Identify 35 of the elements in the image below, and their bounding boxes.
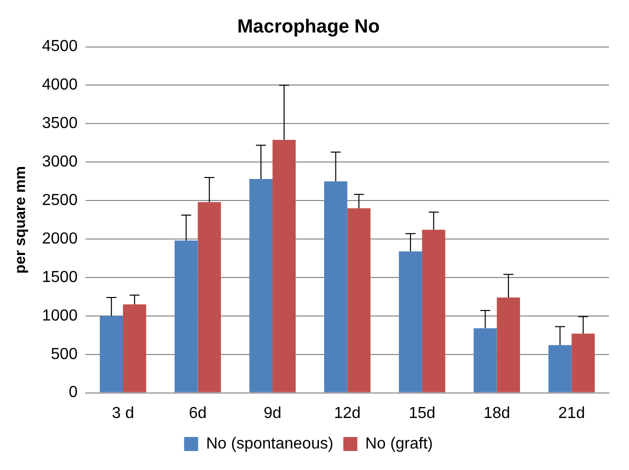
x-tick-label: 18d [483, 404, 510, 422]
x-tick-label: 12d [334, 404, 361, 422]
y-tick-label: 3500 [42, 115, 78, 132]
bar [474, 328, 497, 392]
y-tick-label: 4000 [42, 76, 78, 94]
legend-label: No (spontaneous) [206, 435, 334, 452]
x-tick-label: 6d [188, 404, 207, 422]
y-tick-label: 2500 [42, 192, 78, 209]
bar [548, 345, 572, 392]
y-tick-label: 1000 [42, 307, 78, 324]
bar [100, 316, 123, 392]
bar [422, 230, 446, 392]
bar [496, 297, 520, 392]
bar [324, 181, 348, 392]
x-tick-label: 15d [408, 404, 436, 422]
y-axis-title: per square mm [12, 166, 30, 274]
x-tick-label: 9d [264, 404, 282, 422]
y-tick-label: 3000 [42, 154, 78, 171]
bar [347, 208, 370, 392]
bar [272, 140, 296, 392]
bar [174, 240, 198, 392]
x-tick-label: 3 d [112, 404, 134, 422]
x-tick-label: 21d [558, 404, 585, 422]
bar [122, 304, 146, 392]
bar [398, 251, 422, 392]
y-tick-label: 0 [68, 384, 78, 402]
bar [249, 179, 273, 392]
legend-label: No (graft) [365, 435, 433, 452]
bar [198, 202, 221, 392]
bar [572, 334, 595, 392]
y-tick-label: 1500 [42, 268, 78, 286]
y-tick-label: 4500 [42, 38, 78, 56]
chart-title: Macrophage No [237, 16, 380, 38]
y-tick-label: 2000 [42, 230, 78, 248]
y-tick-label: 500 [50, 346, 78, 363]
